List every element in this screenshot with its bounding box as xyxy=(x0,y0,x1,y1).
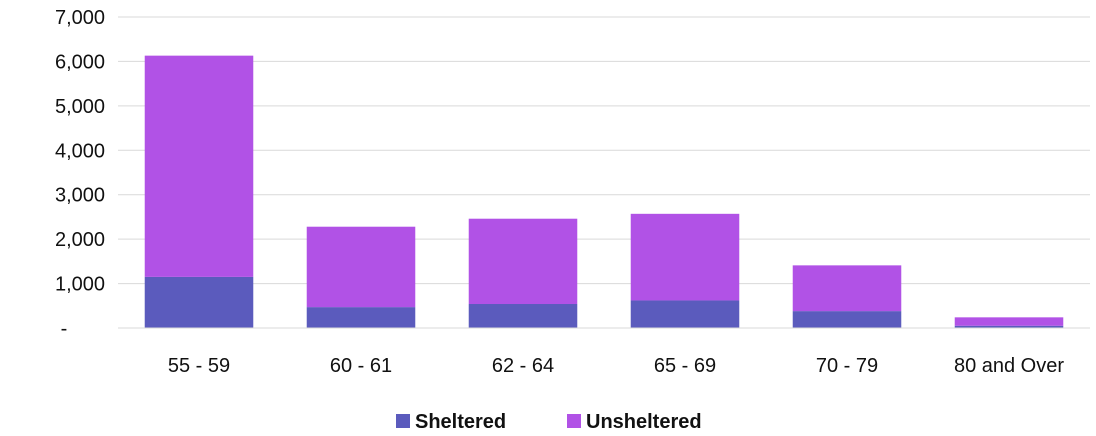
x-category-label: 60 - 61 xyxy=(330,355,392,377)
bar-unsheltered-4 xyxy=(630,213,740,301)
bar-unsheltered-5 xyxy=(792,265,902,312)
bar-unsheltered-3 xyxy=(468,218,578,305)
bar-unsheltered-2 xyxy=(306,226,416,308)
bar-unsheltered-6 xyxy=(954,317,1064,326)
y-tick-label: 5,000 xyxy=(55,96,105,118)
legend-swatch-sheltered xyxy=(396,414,410,428)
y-axis-tick-labels: - 1,000 2,000 3,000 4,000 5,000 6,000 7,000 xyxy=(55,7,105,340)
legend-label-sheltered: Sheltered xyxy=(415,411,506,433)
bar-sheltered-4 xyxy=(630,300,740,328)
y-tick-label: 1,000 xyxy=(55,274,105,296)
x-category-label: 55 - 59 xyxy=(168,355,230,377)
x-category-label: 65 - 69 xyxy=(654,355,716,377)
x-category-label: 80 and Over xyxy=(954,355,1064,377)
bars xyxy=(118,55,1090,329)
bar-unsheltered-1 xyxy=(144,55,254,277)
y-tick-label: 2,000 xyxy=(55,229,105,251)
y-tick-label: 3,000 xyxy=(55,185,105,207)
bar-sheltered-3 xyxy=(468,304,578,328)
bar-sheltered-6 xyxy=(954,325,1064,328)
bar-sheltered-5 xyxy=(792,311,902,328)
y-tick-label: 4,000 xyxy=(55,140,105,162)
legend-swatch-unsheltered xyxy=(567,414,581,428)
bar-sheltered-1 xyxy=(144,276,254,328)
gridlines xyxy=(118,16,1090,285)
x-category-label: 62 - 64 xyxy=(492,355,554,377)
y-tick-label: - xyxy=(61,318,68,340)
legend-label-unsheltered: Unsheltered xyxy=(586,411,702,433)
legend: Sheltered Unsheltered xyxy=(396,411,702,433)
bar-sheltered-2 xyxy=(306,307,416,328)
x-category-label: 70 - 79 xyxy=(816,355,878,377)
x-axis-category-labels: 55 - 59 60 - 61 62 - 64 65 - 69 70 - 79 80 an… xyxy=(168,355,1065,377)
y-tick-label: 7,000 xyxy=(55,7,105,29)
y-tick-label: 6,000 xyxy=(55,51,105,73)
